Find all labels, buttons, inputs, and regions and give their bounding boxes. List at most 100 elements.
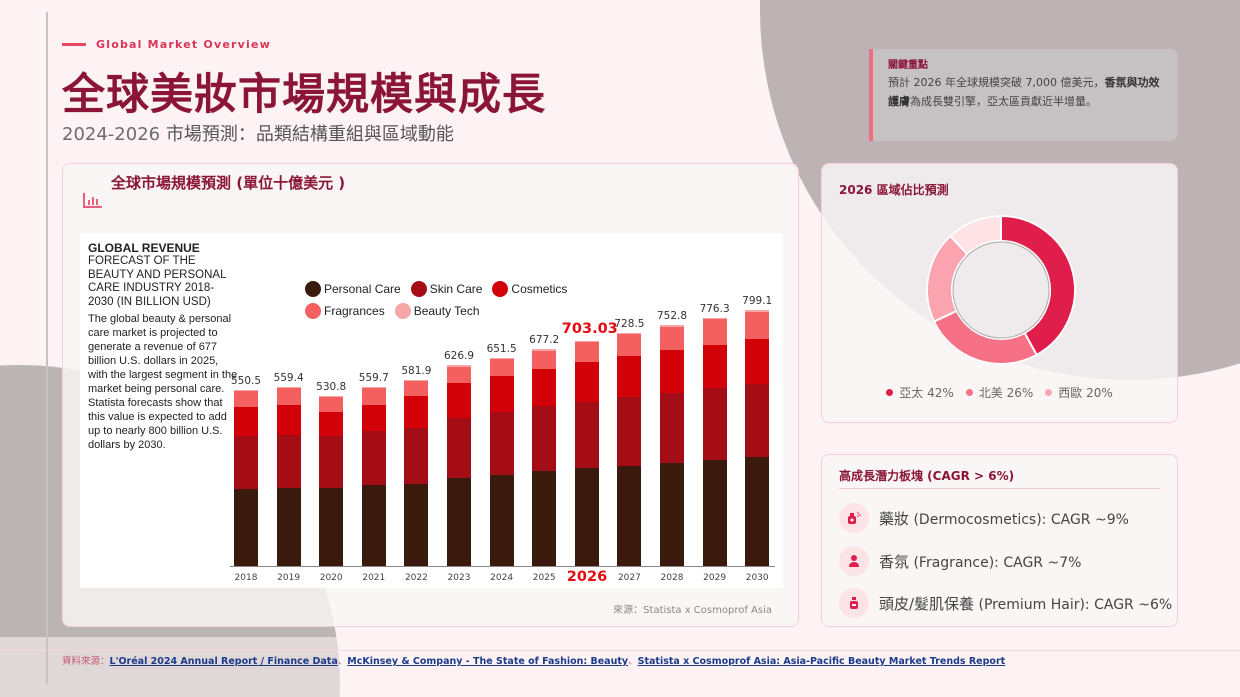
bar-value-label: 559.7 bbox=[358, 371, 389, 384]
bar-segment bbox=[447, 478, 471, 566]
bar-segment bbox=[489, 357, 514, 359]
chart-source: 來源：Statista x Cosmoprof Asia bbox=[613, 605, 772, 616]
bar-segment bbox=[404, 395, 429, 428]
donut-legend-item: 西歐 20% bbox=[1045, 384, 1113, 401]
cagr-item-en: (Dermocosmetics): CAGR ~9% bbox=[909, 511, 1129, 528]
bar-value-label: 776.3 bbox=[699, 302, 730, 315]
bar-segment bbox=[574, 342, 599, 363]
bar-value-label: 651.5 bbox=[486, 342, 517, 355]
bar-value-label: 530.8 bbox=[316, 381, 347, 394]
legend-dot-icon bbox=[965, 389, 973, 396]
bar-segment bbox=[361, 430, 386, 486]
source-link-loreal[interactable]: L'Oréal 2024 Annual Report / Finance Dat… bbox=[109, 656, 338, 667]
bar-segment bbox=[361, 404, 386, 431]
source-link-mckinsey[interactable]: McKinsey & Company - The State of Fashio… bbox=[347, 656, 629, 667]
bar-segment bbox=[489, 359, 514, 377]
legend-row: Fragrances Beauty Tech bbox=[305, 303, 567, 319]
legend-item: Cosmetics bbox=[492, 281, 567, 297]
x-tick-label: 2024 bbox=[490, 573, 514, 583]
source-separator: 、 bbox=[337, 656, 348, 667]
bar-segment bbox=[319, 412, 344, 436]
bar-2023 bbox=[447, 365, 471, 566]
bar-segment bbox=[702, 459, 727, 566]
legend-item: Personal Care bbox=[305, 281, 401, 297]
legend-swatch bbox=[305, 281, 321, 297]
bar-segment bbox=[532, 368, 557, 407]
cagr-item-zh: 香氛 bbox=[879, 552, 910, 571]
bar-2021 bbox=[361, 386, 386, 566]
callout-text-2: 為成長雙引擎，亞太區貢獻近半增量。 bbox=[910, 95, 1097, 108]
bar-segment bbox=[234, 389, 258, 392]
legend-item: Fragrances bbox=[305, 303, 385, 319]
bar-segment bbox=[489, 376, 514, 413]
bar-value-label: 550.5 bbox=[230, 374, 262, 387]
sources-label: 資料來源： bbox=[62, 656, 110, 667]
cagr-divider bbox=[839, 488, 1160, 489]
bar-2024 bbox=[489, 357, 514, 566]
page-title: 全球美妝市場規模與成長 bbox=[62, 70, 546, 120]
bar-segment bbox=[660, 350, 684, 393]
bar-value-label: 626.9 bbox=[443, 350, 475, 363]
bar-segment bbox=[745, 338, 770, 385]
callout-bold: 香氛與功效護膚 bbox=[888, 76, 1160, 108]
bar-value-label: 559.4 bbox=[273, 371, 304, 384]
bar-2018 bbox=[234, 389, 258, 566]
bar-segment bbox=[617, 397, 642, 466]
bar-segment bbox=[617, 334, 642, 357]
bar-segment bbox=[532, 350, 557, 369]
legend-swatch bbox=[410, 281, 427, 297]
bar-segment bbox=[532, 406, 557, 472]
cagr-card-title: 高成長潛力板塊 (CAGR > 6%) bbox=[839, 469, 1015, 483]
bar-segment bbox=[404, 379, 429, 381]
bar-2020 bbox=[319, 396, 344, 566]
bar-segment bbox=[489, 412, 514, 475]
subtitle-years: 2024-2026 bbox=[62, 124, 166, 145]
bar-segment bbox=[702, 344, 727, 389]
bar-segment bbox=[234, 436, 258, 489]
bar-segment bbox=[319, 396, 344, 398]
region-share-card: 2026 區域佔比預測 亞太 42% 北美 26% 西歐 20% bbox=[821, 163, 1178, 423]
legend-label: Fragrances bbox=[324, 304, 385, 318]
bar-segment bbox=[745, 310, 770, 312]
bar-value-label: 752.8 bbox=[656, 310, 688, 323]
chart-legend: Personal Care Skin Care Cosmetics Fragrance… bbox=[305, 281, 567, 325]
source-link-statista[interactable]: Statista x Cosmoprof Asia: Asia-Pacific … bbox=[637, 656, 1006, 667]
legend-label: Personal Care bbox=[324, 282, 401, 296]
bar-segment bbox=[447, 365, 471, 367]
donut-legend-item: 亞太 42% bbox=[886, 384, 954, 401]
legend-dot-icon bbox=[886, 389, 894, 396]
donut-segment-北美 bbox=[932, 309, 1039, 365]
chart-heading: GLOBAL REVENUE bbox=[88, 241, 200, 255]
bar-2026 bbox=[574, 341, 599, 566]
bar-segment bbox=[745, 457, 770, 566]
bar-segment bbox=[532, 471, 557, 566]
legend-swatch bbox=[394, 303, 411, 319]
bar-segment bbox=[745, 384, 770, 458]
bar-2019 bbox=[276, 387, 301, 566]
callout-title: 關鍵重點 bbox=[888, 60, 928, 71]
legend-item: Skin Care bbox=[410, 281, 482, 297]
revenue-chart: GLOBAL REVENUE FORECAST OF THE BEAUTY AN… bbox=[80, 233, 783, 588]
bar-segment bbox=[532, 349, 557, 351]
bar-segment bbox=[276, 405, 301, 435]
donut-legend-label: 西歐 20% bbox=[1058, 386, 1113, 400]
callout-text-1: 預計 2026 年全球規模突破 7,000 億美元， bbox=[888, 76, 1105, 89]
legend-swatch bbox=[305, 303, 321, 319]
x-axis-line bbox=[230, 566, 775, 567]
x-tick-label: 2028 bbox=[660, 573, 684, 583]
cagr-item-en: (Fragrance): CAGR ~7% bbox=[909, 554, 1082, 571]
donut-segment-亞太 bbox=[1000, 214, 1076, 357]
cagr-item-fragrance: 香氛 (Fragrance): CAGR ~7% bbox=[839, 546, 1081, 576]
bar-segment bbox=[660, 462, 684, 566]
bar-segment bbox=[447, 383, 471, 418]
bar-value-label: 799.1 bbox=[742, 295, 773, 308]
bar-2030 bbox=[745, 310, 770, 566]
region-donut-chart bbox=[926, 214, 1076, 365]
bar-value-label: 581.9 bbox=[401, 364, 432, 377]
source-separator: 、 bbox=[628, 656, 638, 667]
bar-segment bbox=[234, 488, 258, 566]
high-growth-card: 高成長潛力板塊 (CAGR > 6%) 藥妝 (Dermocosmetics):… bbox=[821, 454, 1178, 627]
footer-band bbox=[0, 637, 1240, 697]
bar-segment bbox=[361, 386, 386, 388]
bar-value-label: 728.5 bbox=[614, 317, 645, 330]
